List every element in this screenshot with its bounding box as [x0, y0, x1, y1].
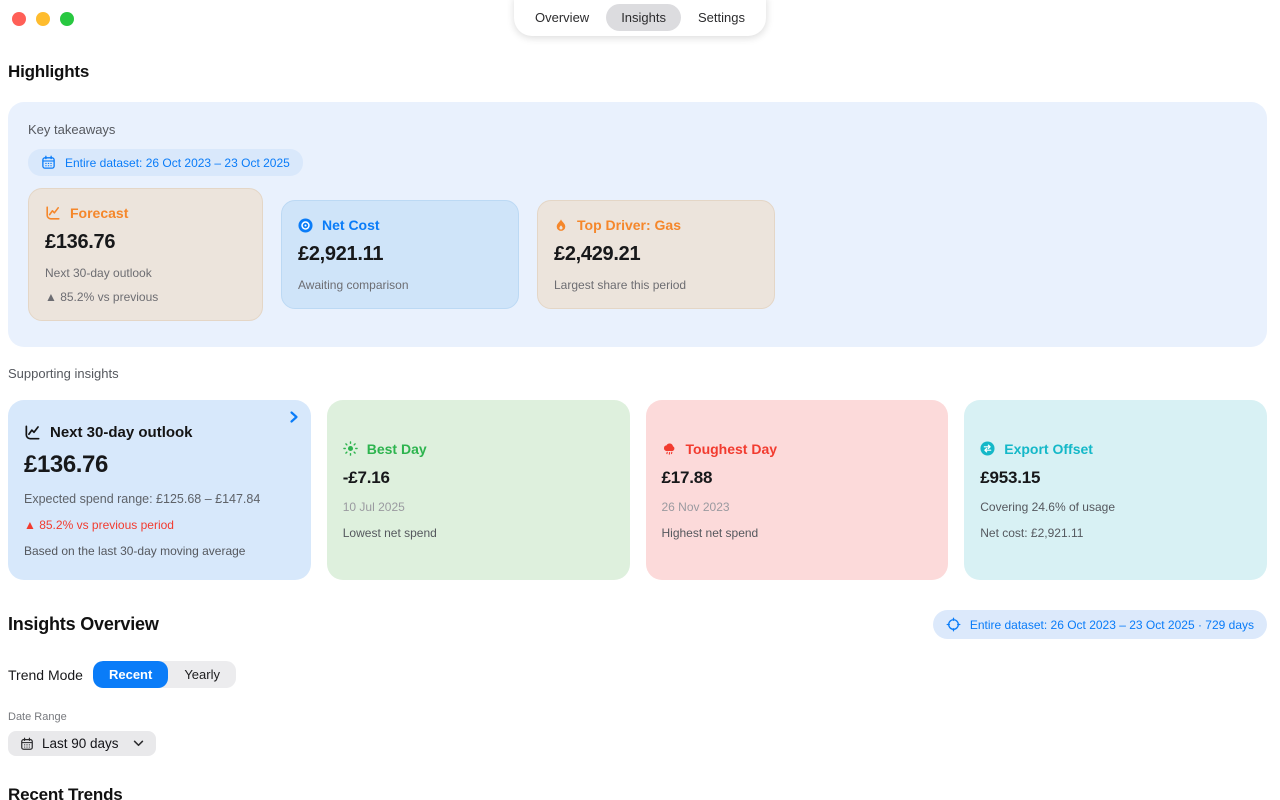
outlook-card-value: £136.76 [24, 451, 108, 478]
top-driver-card-title: Top Driver: Gas [577, 217, 681, 233]
chevron-right-icon[interactable] [289, 410, 299, 424]
tab-overview[interactable]: Overview [535, 10, 590, 25]
best-day-card-value: -£7.16 [342, 467, 390, 487]
key-takeaways-label: Key takeaways [28, 122, 116, 137]
net-cost-card-subtitle: Awaiting comparison [298, 278, 409, 292]
dataset-days-badge-label: Entire dataset: 26 Oct 2023 – 23 Oct 202… [969, 617, 1254, 632]
forecast-card-value: £136.76 [45, 231, 116, 253]
highlights-title: Highlights [8, 62, 90, 81]
trend-chart-icon [24, 424, 41, 441]
tab-settings[interactable]: Settings [698, 10, 745, 25]
trend-mode-recent-button[interactable]: Recent [92, 661, 169, 688]
export-offset-card-title: Export Offset [1004, 440, 1093, 457]
best-day-card-note: Lowest net spend [342, 525, 437, 540]
top-driver-card-value: £2,429.21 [554, 243, 641, 265]
top-driver-card-subtitle: Largest share this period [554, 278, 687, 292]
date-range-label: Date Range [8, 711, 67, 723]
trend-mode-yearly-button[interactable]: Yearly [184, 667, 220, 682]
forecast-card-title: Forecast [70, 205, 129, 221]
export-offset-card-value: £953.15 [980, 467, 1041, 487]
dataset-range-badge: Entire dataset: 26 Oct 2023 – 23 Oct 202… [28, 149, 303, 176]
key-takeaways-panel: Key takeaways Entire dataset: 26 Oct 202… [8, 102, 1267, 347]
trend-chart-icon [45, 205, 61, 221]
chevron-down-icon [133, 740, 144, 747]
dataset-days-badge: Entire dataset: 26 Oct 2023 – 23 Oct 202… [932, 610, 1267, 639]
trend-mode-segmented-control: Recent Yearly [92, 661, 236, 688]
date-range-value: Last 90 days [42, 736, 119, 751]
net-cost-card-title: Net Cost [322, 217, 380, 233]
net-cost-card-value: £2,921.11 [298, 243, 384, 265]
exchange-icon [980, 441, 995, 456]
insights-overview-title: Insights Overview [8, 614, 159, 634]
sun-icon [342, 441, 358, 456]
outlook-card-delta: ▲ 85.2% vs previous period [24, 518, 174, 532]
toughest-day-card-date: 26 Nov 2023 [661, 499, 730, 514]
outlook-card-range: Expected spend range: £125.68 – £147.84 [24, 492, 261, 506]
target-icon [298, 217, 313, 233]
export-offset-card-note: Net cost: £2,921.11 [980, 525, 1084, 540]
toughest-day-card-value: £17.88 [661, 467, 713, 487]
toughest-day-card-note: Highest net spend [661, 525, 759, 540]
top-tab-bar: Overview Insights Settings [514, 0, 766, 36]
net-cost-card[interactable]: Net Cost £2,921.11 Awaiting comparison [281, 200, 519, 309]
toughest-day-card-title: Toughest Day [685, 440, 778, 457]
traffic-lights [12, 12, 74, 26]
close-window-button[interactable] [12, 12, 26, 26]
outlook-card-note: Based on the last 30-day moving average [24, 544, 246, 558]
best-day-card-date: 10 Jul 2025 [342, 499, 405, 514]
best-day-card[interactable]: Best Day -£7.16 10 Jul 2025 Lowest net s… [326, 400, 630, 580]
trend-mode-label: Trend Mode [8, 666, 83, 683]
forecast-card[interactable]: Forecast £136.76 Next 30-day outlook ▲ 8… [28, 188, 263, 321]
best-day-card-title: Best Day [366, 440, 427, 457]
export-offset-card-coverage: Covering 24.6% of usage [980, 499, 1116, 514]
top-driver-card[interactable]: Top Driver: Gas £2,429.21 Largest share … [537, 200, 775, 309]
crosshair-icon [946, 617, 961, 632]
window-header: Overview Insights Settings [0, 0, 1280, 42]
forecast-card-subtitle: Next 30-day outlook [45, 266, 152, 280]
flame-icon [554, 218, 568, 233]
zoom-window-button[interactable] [60, 12, 74, 26]
supporting-insights-label: Supporting insights [8, 366, 119, 381]
rain-cloud-icon [662, 441, 677, 456]
toughest-day-card[interactable]: Toughest Day £17.88 26 Nov 2023 Highest … [645, 400, 949, 580]
minimize-window-button[interactable] [36, 12, 50, 26]
calendar-icon [41, 155, 56, 170]
dataset-range-badge-label: Entire dataset: 26 Oct 2023 – 23 Oct 202… [65, 155, 290, 170]
export-offset-card[interactable]: Export Offset £953.15 Covering 24.6% of … [964, 400, 1267, 580]
tab-insights[interactable]: Insights [606, 4, 682, 31]
calendar-icon [20, 737, 34, 751]
date-range-dropdown[interactable]: Last 90 days [8, 731, 156, 756]
outlook-card[interactable]: Next 30-day outlook £136.76 Expected spe… [8, 400, 311, 580]
outlook-card-title: Next 30-day outlook [50, 424, 193, 441]
recent-trends-title: Recent Trends [8, 785, 123, 800]
forecast-card-delta: ▲ 85.2% vs previous [45, 290, 159, 304]
